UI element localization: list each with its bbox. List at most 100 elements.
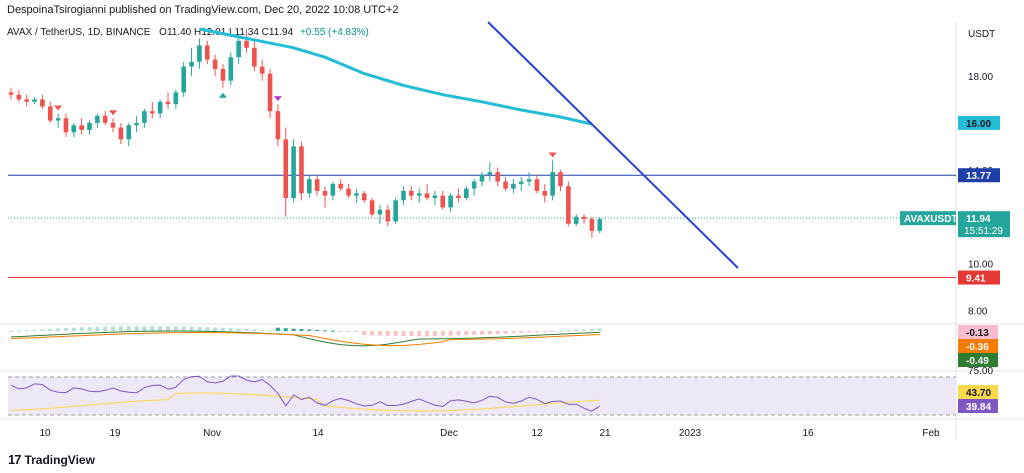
candle <box>212 59 218 69</box>
price-change: +0.55 (+4.83%) <box>299 27 369 38</box>
symbol-name: AVAX / TetherUS, 1D, BINANCE <box>7 27 151 38</box>
candle <box>361 193 367 201</box>
macd-histogram-bar <box>299 329 304 331</box>
macd-histogram-bar <box>181 326 186 331</box>
candle <box>267 73 273 112</box>
candle <box>47 106 53 121</box>
candle <box>511 183 516 189</box>
macd-histogram-bar <box>32 329 37 331</box>
candle <box>448 195 453 208</box>
macd-histogram-bar <box>574 329 579 331</box>
macd-histogram-bar <box>166 326 170 331</box>
x-tick-label: 21 <box>599 428 611 439</box>
candle <box>424 193 430 198</box>
x-tick-label: Nov <box>203 428 221 439</box>
macd-histogram-bar <box>511 331 516 334</box>
candle <box>87 122 92 130</box>
signal-arrow <box>218 92 227 98</box>
rsi-value: 39.84 <box>966 402 991 413</box>
candle <box>495 172 500 182</box>
candle <box>150 111 155 114</box>
macd-histogram-bar <box>464 331 469 336</box>
x-tick-label: Feb <box>922 428 940 439</box>
candle <box>346 188 351 196</box>
candle <box>118 127 124 140</box>
macd-histogram-bar <box>527 331 532 333</box>
candle <box>581 216 587 220</box>
macd-histogram-bar <box>173 326 178 331</box>
macd-histogram-bar <box>158 326 163 331</box>
candle <box>71 125 77 133</box>
candle <box>385 209 391 222</box>
macd-histogram-bar <box>597 328 602 331</box>
macd-histogram-bar <box>79 327 84 331</box>
candle <box>354 193 359 196</box>
candle <box>181 66 186 93</box>
candle <box>503 181 508 189</box>
macd-histogram-bar <box>448 331 453 336</box>
macd-histogram-bar <box>228 328 233 331</box>
publisher-line: DespoinaTsirogianni published on Trading… <box>7 4 399 16</box>
price-chart[interactable]: USDT8.0010.0014.0016.0018.0013.779.41AVA… <box>0 20 1024 445</box>
candle <box>589 219 595 231</box>
macd-histogram-bar <box>260 329 265 331</box>
x-tick-label: 12 <box>531 428 543 439</box>
macd-histogram-bar <box>519 331 524 333</box>
candle <box>16 94 22 100</box>
y-tick-label: 8.00 <box>968 307 988 318</box>
macd-histogram-bar <box>87 327 92 331</box>
macd-histogram-bar <box>542 331 547 332</box>
price-level-value: 9.41 <box>966 274 986 285</box>
candle <box>464 188 469 198</box>
ma-value: 16.00 <box>966 119 991 130</box>
candle <box>432 195 438 198</box>
price-level-badge <box>958 270 1000 285</box>
candle <box>244 40 249 48</box>
candle <box>369 200 375 215</box>
macd-value-badge <box>958 339 998 353</box>
rsi-y-tick: 75.00 <box>968 366 993 377</box>
candle <box>283 139 289 198</box>
rsi-value-badge <box>958 399 998 413</box>
macd-histogram-bar <box>385 331 390 336</box>
macd-value: -0.49 <box>966 356 989 367</box>
candle <box>479 174 485 182</box>
macd-histogram-bar <box>63 328 68 331</box>
macd-histogram-bar <box>558 330 563 332</box>
macd-histogram-bar <box>103 326 108 331</box>
macd-histogram-bar <box>252 329 257 331</box>
macd-histogram-bar <box>268 330 273 332</box>
ohlc-values: O11.40 H12.01 L11.34 C11.94 <box>159 27 294 38</box>
candle <box>566 186 571 224</box>
macd-histogram-bar <box>566 330 571 332</box>
macd-histogram-bar <box>16 330 21 332</box>
macd-histogram-bar <box>487 331 492 335</box>
macd-histogram-bar <box>440 331 445 336</box>
macd-histogram-bar <box>432 331 437 336</box>
macd-histogram-bar <box>472 331 477 335</box>
candle <box>518 181 524 184</box>
moving-average-line <box>199 27 593 126</box>
footer: 17 TradingView <box>8 452 95 467</box>
candle <box>471 181 477 189</box>
candle <box>55 118 61 121</box>
macd-histogram-bar <box>393 331 398 336</box>
macd-histogram-bar <box>401 331 406 336</box>
brand-name[interactable]: TradingView <box>24 452 95 467</box>
last-price-value: 11.94 <box>966 214 991 225</box>
symbol-info: AVAX / TetherUS, 1D, BINANCE O11.40 H12.… <box>7 27 369 38</box>
candle <box>189 61 194 67</box>
macd-value: -0.36 <box>966 342 989 353</box>
rsi-line <box>10 375 601 412</box>
candle <box>322 190 328 196</box>
macd-histogram-bar <box>495 331 500 335</box>
macd-histogram-bar <box>134 326 139 331</box>
macd-histogram-bar <box>409 331 414 336</box>
macd-value-badge <box>958 353 998 367</box>
last-price-badge <box>958 211 1010 238</box>
macd-histogram-bar <box>9 331 13 332</box>
macd-histogram-bar <box>111 326 116 331</box>
candle <box>534 179 540 191</box>
ma-value-badge <box>958 115 1000 130</box>
macd-histogram-bar <box>205 327 210 331</box>
